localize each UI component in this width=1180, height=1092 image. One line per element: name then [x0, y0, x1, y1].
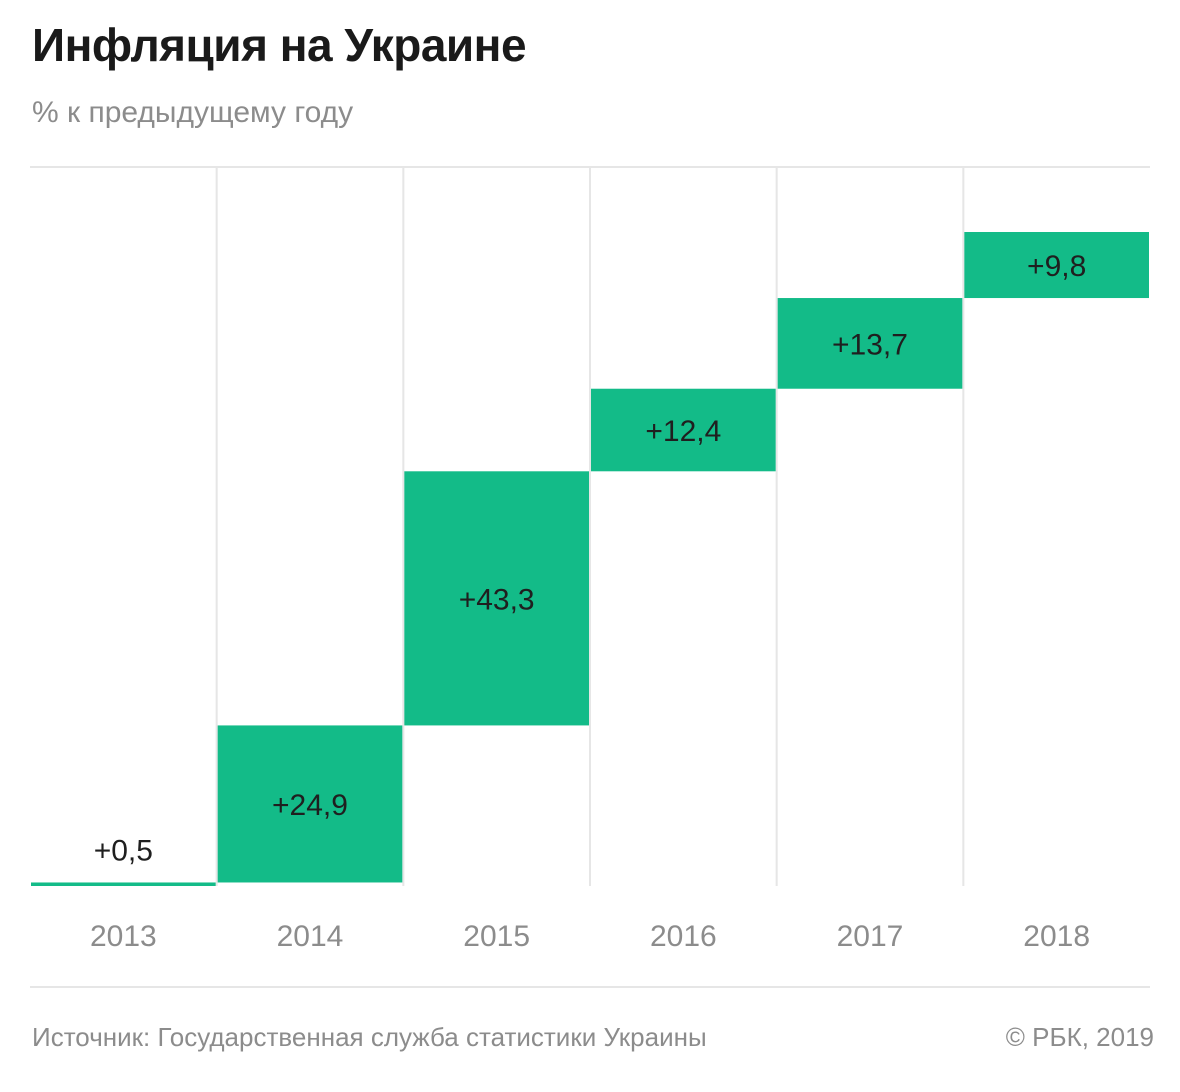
bar-2013 [31, 882, 216, 886]
x-tick-label-2015: 2015 [463, 920, 530, 953]
x-tick-label-2014: 2014 [277, 920, 344, 953]
x-tick-label-2017: 2017 [837, 920, 904, 953]
data-label-2014: +24,9 [272, 789, 348, 822]
source-note: Источник: Государственная служба статист… [32, 1022, 707, 1052]
data-label-2018: +9,8 [1027, 250, 1086, 283]
bar-2015 [404, 471, 589, 726]
data-label-2015: +43,3 [459, 583, 535, 616]
copyright-note: © РБК, 2019 [1005, 1022, 1154, 1052]
bar-2014 [217, 725, 403, 883]
bottom-divider [30, 986, 1150, 988]
x-tick-label-2013: 2013 [90, 920, 157, 953]
x-tick-label-2016: 2016 [650, 920, 717, 953]
data-label-2013: +0,5 [94, 834, 153, 867]
top-divider [30, 166, 1150, 168]
chart-subtitle: % к предыдущему году [32, 96, 354, 129]
data-label-2017: +13,7 [832, 328, 908, 361]
x-tick-label-2018: 2018 [1023, 920, 1090, 953]
bar-2017 [777, 298, 963, 389]
data-label-2016: +12,4 [645, 415, 721, 448]
chart-title: Инфляция на Украине [32, 19, 527, 71]
bar-2018 [964, 232, 1149, 299]
bar-2016 [591, 388, 776, 472]
